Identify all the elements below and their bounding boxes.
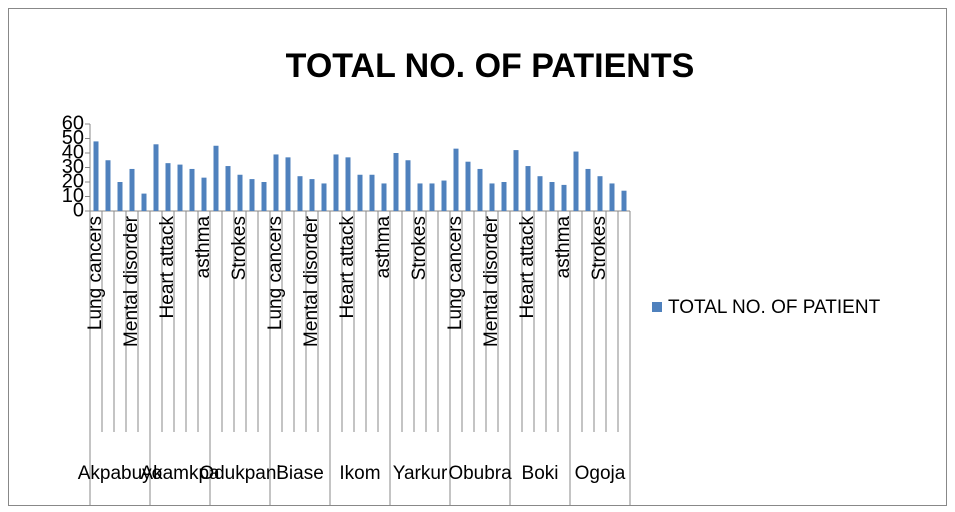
- bar: [573, 151, 579, 211]
- bar: [105, 160, 111, 211]
- bar: [489, 183, 495, 211]
- bar: [141, 193, 147, 211]
- y-tick-label: 10: [62, 185, 84, 207]
- legend-label: TOTAL NO. OF PATIENT: [668, 297, 881, 318]
- bar: [285, 157, 291, 211]
- group-label: Akamkpa: [140, 463, 220, 484]
- x-tick-label: Lung cancers: [265, 216, 286, 330]
- bar: [381, 183, 387, 211]
- bar: [201, 177, 207, 211]
- bar: [477, 168, 483, 211]
- x-tick-label: asthma: [193, 216, 214, 279]
- legend-swatch: [652, 302, 662, 312]
- bar: [93, 141, 99, 211]
- y-tick-label: 60: [62, 112, 84, 134]
- bar: [177, 164, 183, 211]
- x-tick-label: Heart attack: [337, 216, 358, 319]
- bar: [441, 180, 447, 211]
- bar: [165, 163, 171, 211]
- bar: [393, 153, 399, 211]
- bar: [453, 148, 459, 211]
- bar: [273, 154, 279, 211]
- bar: [117, 182, 123, 211]
- bar: [525, 166, 531, 211]
- bar: [561, 184, 567, 211]
- bar: [261, 182, 267, 211]
- group-label: Akpabuyo: [78, 463, 163, 484]
- bar: [537, 176, 543, 211]
- y-tick-label: 50: [62, 127, 84, 149]
- x-tick-label: Strokes: [589, 216, 610, 280]
- bar: [465, 161, 471, 211]
- bar: [417, 183, 423, 211]
- bar: [513, 150, 519, 211]
- x-tick-label: Mental disorder: [121, 215, 142, 347]
- bar: [213, 145, 219, 211]
- bar: [189, 168, 195, 211]
- bar: [249, 179, 255, 211]
- x-tick-label: Strokes: [409, 216, 430, 280]
- group-label: Obubra: [448, 463, 512, 484]
- group-label: Yarkur: [393, 463, 448, 484]
- bar: [369, 174, 375, 211]
- x-tick-label: Lung cancers: [445, 216, 466, 330]
- bar: [549, 182, 555, 211]
- x-tick-label: Mental disorder: [301, 215, 322, 347]
- group-label: Biase: [276, 463, 324, 484]
- x-tick-label: Lung cancers: [85, 216, 106, 330]
- bar: [225, 166, 231, 211]
- bar: [153, 144, 159, 211]
- x-tick-label: asthma: [553, 216, 574, 279]
- bar: [357, 174, 363, 211]
- bar: [309, 179, 315, 211]
- x-tick-label: asthma: [373, 216, 394, 279]
- y-tick-label: 40: [62, 141, 84, 163]
- bar: [597, 176, 603, 211]
- y-tick-label: 30: [62, 156, 84, 178]
- group-label: Odukpani: [199, 463, 280, 484]
- bar: [501, 182, 507, 211]
- y-tick-label: 0: [73, 199, 84, 221]
- bar: [129, 168, 135, 211]
- y-tick-label: 20: [62, 170, 84, 192]
- x-tick-label: Strokes: [229, 216, 250, 280]
- bar: [609, 183, 615, 211]
- bar: [237, 174, 243, 211]
- chart-border: [8, 8, 947, 506]
- group-label: Ikom: [339, 463, 380, 484]
- bar: [321, 183, 327, 211]
- bar: [345, 157, 351, 211]
- bar: [621, 190, 627, 211]
- x-tick-label: Heart attack: [157, 216, 178, 319]
- bar: [297, 176, 303, 211]
- x-tick-label: Heart attack: [517, 216, 538, 319]
- x-tick-label: Mental disorder: [481, 215, 502, 347]
- group-label: Boki: [522, 463, 559, 484]
- bar: [429, 183, 435, 211]
- bar: [405, 160, 411, 211]
- chart-title: TOTAL NO. OF PATIENTS: [286, 47, 695, 85]
- group-label: Ogoja: [575, 463, 626, 484]
- bar: [333, 154, 339, 211]
- bar: [585, 168, 591, 211]
